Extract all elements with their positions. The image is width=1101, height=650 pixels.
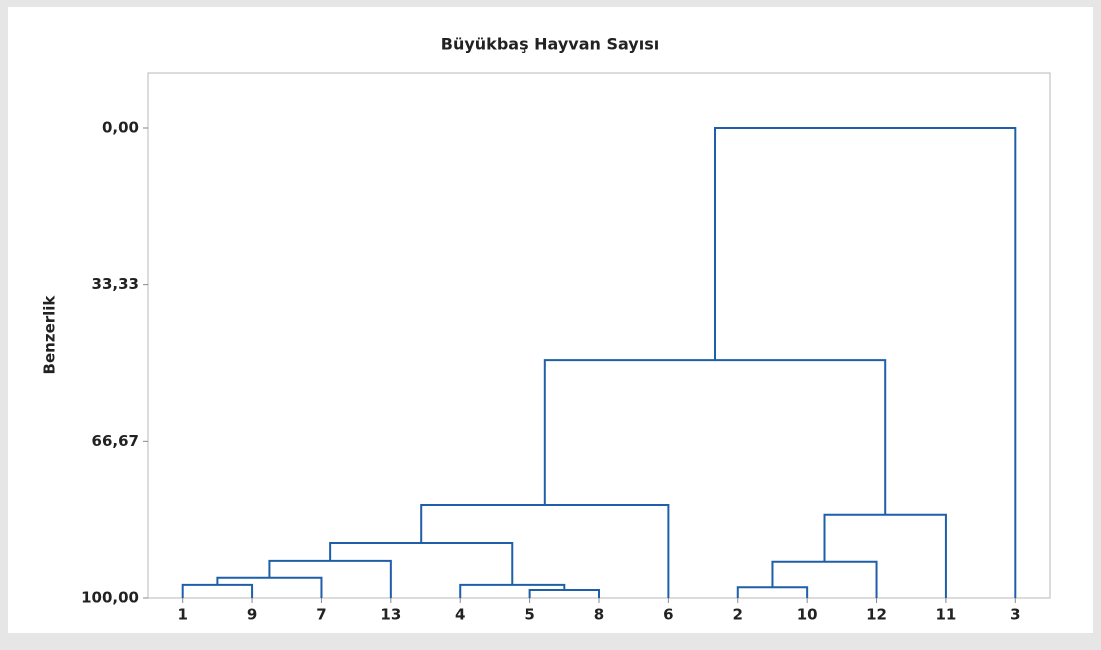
x-tick-label: 4 — [455, 606, 465, 624]
merge-link — [528, 589, 600, 598]
merge-link — [459, 583, 566, 598]
x-tick-label: 2 — [733, 606, 743, 624]
x-tick-label: 13 — [380, 606, 401, 624]
y-axis-label: Benzerlik — [41, 295, 59, 375]
x-tick-label: 7 — [316, 606, 326, 624]
merge-link — [216, 576, 323, 598]
y-tick-label: 100,00 — [81, 589, 139, 607]
merge-link — [736, 586, 809, 598]
x-tick-label: 5 — [524, 606, 534, 624]
x-tick-label: 1 — [177, 606, 187, 624]
merge-link — [714, 126, 1017, 598]
merge-link — [181, 583, 254, 598]
y-tick-label: 66,67 — [92, 432, 139, 450]
plot-frame — [147, 72, 1051, 599]
chart-title: Büyükbaş Hayvan Sayısı — [441, 35, 659, 54]
x-tick-label: 10 — [797, 606, 818, 624]
x-tick-label: 8 — [594, 606, 604, 624]
y-tick-label: 0,00 — [102, 118, 139, 136]
x-tick-label: 12 — [866, 606, 887, 624]
x-tick-label: 3 — [1010, 606, 1020, 624]
y-tick-label: 33,33 — [92, 275, 139, 293]
x-tick-label: 6 — [663, 606, 673, 624]
x-tick-label: 9 — [247, 606, 257, 624]
x-tick-label: 11 — [935, 606, 956, 624]
